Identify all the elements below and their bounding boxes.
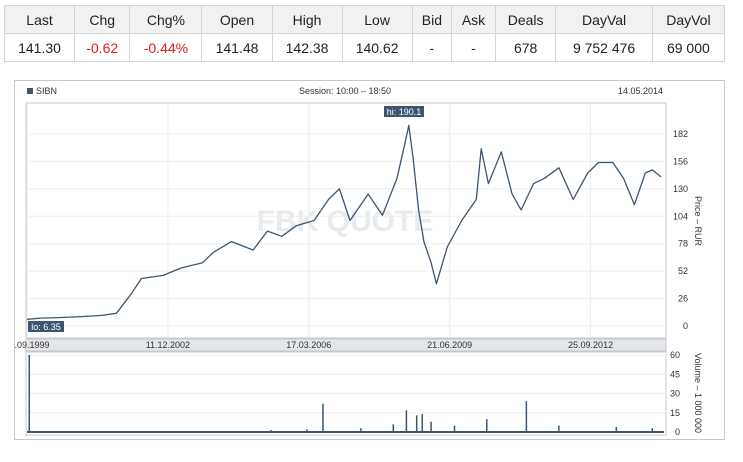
value-open: 141.48 (201, 33, 273, 62)
volume-bar (486, 419, 488, 432)
volume-bar (322, 403, 324, 432)
volume-bars (27, 355, 664, 433)
header-last: Last (3, 5, 76, 34)
price-tick-label: 78 (678, 239, 688, 249)
value-ask: - (451, 33, 496, 62)
quote-table: Last Chg Chg% Open High Low Bid Ask Deal… (3, 5, 726, 62)
value-chg: -0.62 (74, 33, 131, 62)
header-dayval: DayVal (555, 5, 653, 34)
header-chg: Chg (74, 5, 131, 34)
volume-bar (525, 401, 528, 432)
volume-tick-label: 45 (670, 369, 680, 379)
volume-bar (415, 415, 418, 432)
volume-bar (360, 428, 362, 432)
volume-tick-label: 15 (670, 408, 680, 418)
header-low: Low (341, 5, 413, 34)
value-dayvol: 69 000 (651, 33, 726, 62)
date-tick-label: 17.03.2006 (286, 340, 331, 350)
date-tick-label: 21.06.2009 (427, 340, 472, 350)
header-bid: Bid (411, 5, 453, 34)
volume-tick-label: 60 (670, 350, 680, 360)
header-chg-pct: Chg% (129, 5, 203, 34)
volume-axis-title: Volume – 1 000 000 (693, 353, 703, 433)
price-tick-label: 0 (683, 321, 688, 331)
volume-bar (392, 424, 395, 432)
price-tick-label: 130 (673, 184, 688, 194)
volume-bar (306, 429, 308, 432)
high-annotation-box (384, 106, 424, 117)
chart-date: 14.05.2014 (618, 86, 663, 96)
price-tick-label: 104 (673, 211, 688, 221)
price-axis-title: Price – RUR (693, 196, 703, 247)
volume-bar (453, 425, 456, 432)
price-tick-label: 52 (678, 266, 688, 276)
price-tick-label: 26 (678, 294, 688, 304)
header-ask: Ask (451, 5, 496, 34)
value-deals: 678 (494, 33, 557, 62)
price-chart-panel: SIBN Session: 10:00 – 18:50 14.05.2014 F… (14, 80, 725, 440)
low-annotation-box (28, 321, 64, 332)
value-dayval: 9 752 476 (555, 33, 653, 62)
grid-lines (26, 103, 666, 433)
header-open: Open (201, 5, 273, 34)
price-volume-chart: SIBN Session: 10:00 – 18:50 14.05.2014 F… (15, 86, 703, 437)
price-tick-label: 182 (673, 129, 688, 139)
price-series (26, 124, 662, 320)
low-annotation: lo: 6.35 (31, 322, 61, 332)
value-low: 140.62 (341, 33, 413, 62)
date-tick-label: 25.09.2012 (568, 340, 613, 350)
volume-bar (270, 430, 272, 432)
volume-bar (615, 426, 618, 432)
price-line (26, 124, 662, 320)
quote-header-row: Last Chg Chg% Open High Low Bid Ask Deal… (3, 5, 726, 34)
legend-ticker: SIBN (36, 86, 57, 96)
volume-bar (558, 425, 560, 432)
date-tick-label: 11.12.2002 (146, 340, 190, 350)
value-bid: - (411, 33, 453, 62)
header-high: High (271, 5, 343, 34)
header-deals: Deals (494, 5, 557, 34)
price-tick-label: 156 (673, 156, 688, 166)
volume-bar (421, 414, 423, 432)
watermark: FBK QUOTE (257, 205, 434, 238)
volume-bar (651, 428, 654, 432)
volume-bar (405, 410, 408, 432)
volume-bar (430, 421, 432, 432)
legend-swatch (27, 88, 33, 94)
date-axis-band (25, 338, 667, 352)
header-dayvol: DayVol (651, 5, 726, 34)
volume-tick-label: 30 (670, 389, 680, 399)
date-tick-label: 06.09.1999 (15, 340, 50, 350)
volume-tick-label: 0 (675, 427, 680, 437)
quote-value-row: 141.30 -0.62 -0.44% 141.48 142.38 140.62… (3, 33, 726, 62)
session-label: Session: 10:00 – 18:50 (299, 86, 391, 96)
value-high: 142.38 (271, 33, 343, 62)
high-annotation: hi: 190.1 (387, 107, 422, 117)
value-chg-pct: -0.44% (129, 33, 203, 62)
volume-bar (28, 355, 30, 432)
value-last: 141.30 (3, 33, 76, 62)
axis-labels: 0 26 52 78 104 130 156 182 06.09.1999 11.12.2002 1… (15, 129, 688, 437)
